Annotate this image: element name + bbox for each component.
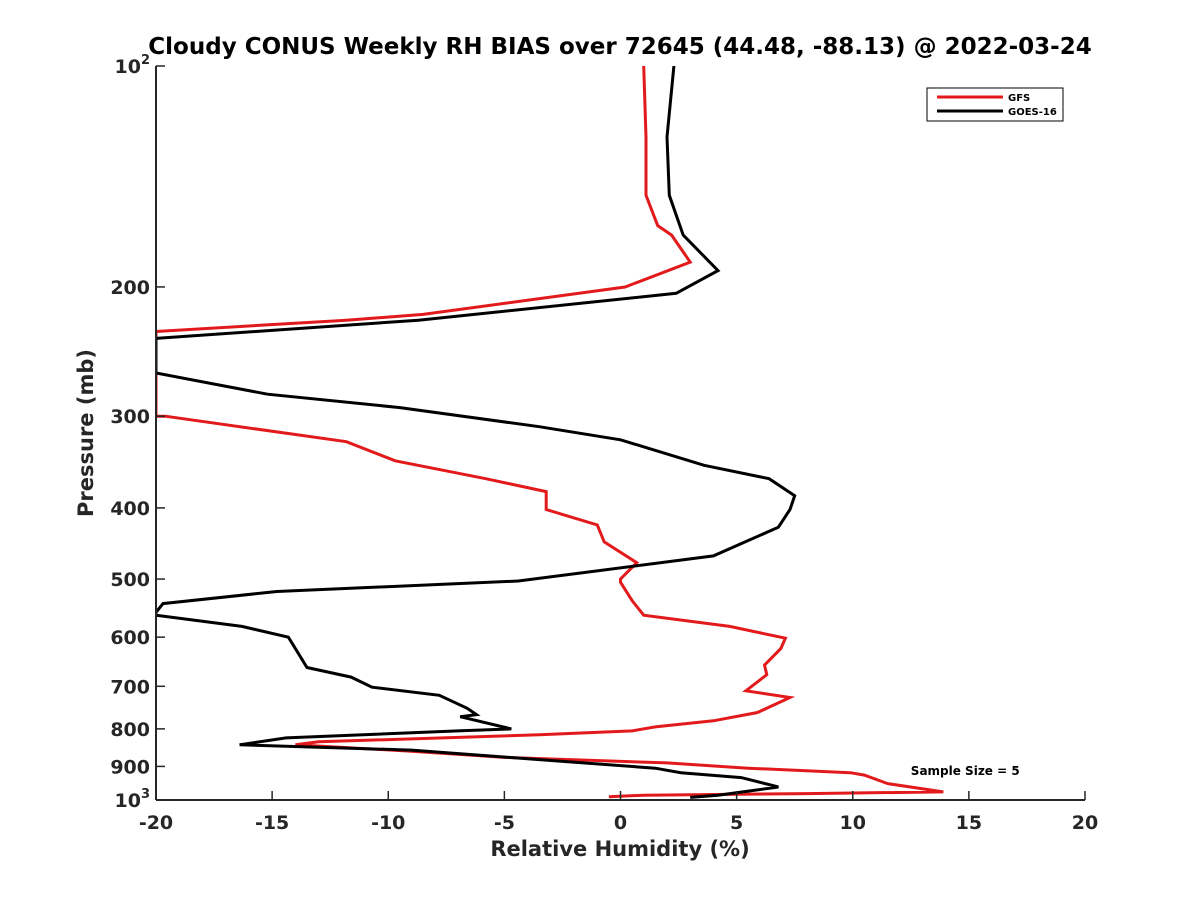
y-tick-label: 500: [110, 569, 150, 591]
y-tick-label: 900: [110, 756, 150, 778]
y-tick-label: 400: [110, 498, 150, 520]
x-tick-label: 10: [840, 812, 866, 834]
x-tick-label: 0: [614, 812, 627, 834]
series-layer: [156, 66, 944, 799]
y-ticks: 102 200 300 400 500 600 700 800 900 103: [110, 53, 165, 812]
x-axis-label: Relative Humidity (%): [490, 837, 749, 861]
y-tick-label: 103: [115, 787, 151, 812]
x-tick-label: 15: [956, 812, 982, 834]
y-tick-label: 800: [110, 719, 150, 741]
y-tick-label: 300: [110, 406, 150, 428]
x-tick-label: -5: [494, 812, 515, 834]
x-ticks: -20 -15 -10 -5 0 5 10 15 20: [139, 791, 1098, 834]
y-axis-label: Pressure (mb): [74, 349, 98, 517]
sample-size-annotation: Sample Size = 5: [911, 764, 1020, 778]
legend: GFS GOES-16: [926, 87, 1064, 122]
legend-entry-goes-16: GOES-16: [1008, 107, 1057, 118]
y-tick-label: 600: [110, 627, 150, 649]
legend-box: [926, 87, 1064, 122]
legend-entry-gfs: GFS: [1008, 93, 1030, 104]
x-tick-label: -20: [139, 812, 173, 834]
x-tick-label: -15: [255, 812, 289, 834]
chart-title: Cloudy CONUS Weekly RH BIAS over 72645 (…: [148, 34, 1091, 60]
y-tick-label: 700: [110, 676, 150, 698]
x-tick-label: 5: [730, 812, 743, 834]
y-tick-label: 200: [110, 277, 150, 299]
series-line-goes-16: [156, 66, 797, 799]
x-tick-label: 20: [1072, 812, 1098, 834]
y-tick-label: 102: [115, 53, 151, 78]
series-line-gfs: [156, 66, 944, 799]
x-tick-label: -10: [371, 812, 405, 834]
